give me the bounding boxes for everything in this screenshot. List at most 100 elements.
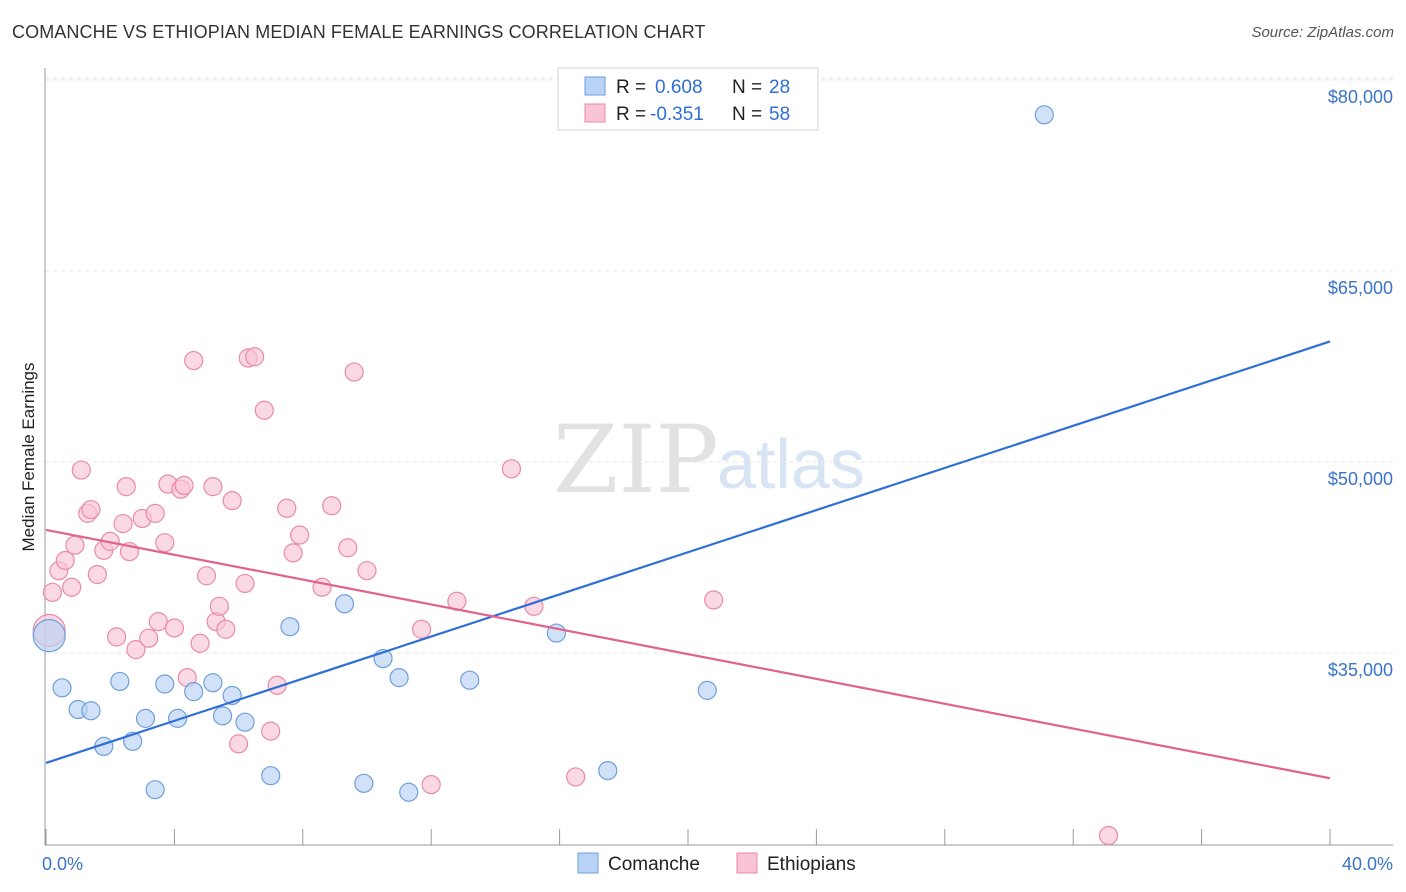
comanche-points: [32, 105, 1054, 802]
watermark: ZIP atlas: [553, 406, 865, 515]
x-axis-ticks: [45, 829, 1331, 845]
comanche-point: [235, 712, 255, 732]
ethiopians-point: [155, 533, 175, 553]
comanche-point: [135, 708, 156, 728]
legend-r-value-comanche: 0.608: [655, 77, 703, 98]
ethiopians-point: [174, 475, 194, 495]
y-axis-label: Median Female Earnings: [19, 363, 38, 552]
series-legend: Comanche Ethiopians: [577, 852, 856, 875]
comanche-point: [261, 766, 281, 786]
ethiopians-point: [261, 721, 281, 741]
legend-swatch-ethiopians: [584, 103, 606, 123]
comanche-point: [110, 671, 130, 692]
legend-r-label-comanche: R =: [616, 77, 646, 98]
bottom-legend-swatch-comanche: [577, 852, 599, 874]
ethiopians-point: [338, 538, 358, 558]
comanche-point: [598, 760, 618, 781]
ethiopians-point: [71, 460, 91, 480]
ethiopians-point: [126, 640, 146, 660]
ethiopians-point: [164, 618, 184, 638]
x-tick-label-min: 0.0%: [42, 854, 83, 874]
ethiopians-point: [289, 525, 310, 545]
ethiopians-point: [501, 459, 522, 479]
ethiopians-point: [357, 561, 377, 581]
comanche-point: [155, 674, 175, 694]
comanche-point: [203, 673, 223, 693]
ethiopians-point: [65, 535, 85, 555]
comanche-point: [1034, 105, 1054, 125]
y-tick-label: $50,000: [1328, 469, 1393, 489]
ethiopians-point: [222, 491, 242, 511]
source-label: Source: ZipAtlas.com: [1251, 24, 1394, 41]
ethiopians-point: [55, 550, 75, 571]
ethiopians-point: [704, 590, 724, 610]
comanche-point: [697, 680, 717, 700]
trend-lines: [45, 340, 1331, 780]
bottom-legend-swatch-ethiopians: [736, 852, 758, 874]
ethiopians-point: [1098, 825, 1119, 846]
ethiopians-point: [184, 350, 204, 371]
ethiopians-point: [42, 582, 63, 602]
ethiopians-point: [245, 347, 265, 367]
comanche-point: [184, 682, 204, 702]
ethiopians-point: [283, 543, 303, 563]
legend-swatch-comanche: [584, 76, 606, 96]
comanche-point: [32, 619, 66, 653]
ethiopians-point: [566, 767, 586, 787]
ethiopians-point: [203, 477, 223, 497]
ethiopians-point: [196, 566, 217, 586]
comanche-point: [354, 773, 374, 793]
ethiopians-trend-line: [45, 528, 1331, 780]
ethiopians-point: [148, 612, 168, 632]
ethiopians-point: [87, 564, 107, 585]
watermark-atlas: atlas: [717, 425, 865, 503]
ethiopians-point: [312, 577, 332, 597]
legend-n-label-ethiopians: N =: [732, 104, 762, 125]
x-tick-label-max: 40.0%: [1342, 854, 1393, 874]
ethiopians-point: [113, 513, 133, 534]
y-tick-label: $65,000: [1328, 278, 1393, 298]
comanche-point: [460, 670, 480, 690]
y-tick-label: $80,000: [1328, 87, 1393, 107]
comanche-point: [399, 782, 419, 802]
comanche-trend-line: [45, 340, 1331, 764]
ethiopians-point: [116, 477, 136, 497]
ethiopians-point: [81, 499, 101, 520]
comanche-point: [81, 701, 101, 721]
ethiopians-point: [322, 496, 342, 516]
legend-n-value-comanche: 28: [769, 77, 790, 98]
ethiopians-point: [190, 633, 210, 653]
ethiopians-point: [62, 577, 82, 597]
comanche-point: [389, 668, 409, 688]
ethiopians-point: [216, 619, 236, 639]
ethiopians-point: [145, 503, 165, 523]
ethiopians-point: [411, 619, 432, 639]
ethiopians-point: [107, 627, 127, 647]
ethiopians-point: [277, 498, 297, 518]
comanche-point: [334, 594, 355, 614]
ethiopians-point: [254, 400, 274, 420]
ethiopians-point: [229, 734, 249, 754]
ethiopians-point: [139, 628, 159, 648]
ethiopians-point: [209, 596, 229, 616]
watermark-zip: ZIP: [553, 406, 719, 515]
y-tick-label: $35,000: [1328, 660, 1393, 680]
bottom-legend-label-comanche: Comanche: [608, 854, 700, 875]
chart-title: COMANCHE VS ETHIOPIAN MEDIAN FEMALE EARN…: [12, 22, 706, 42]
legend-r-label-ethiopians: R =: [616, 104, 646, 125]
comanche-point: [168, 708, 188, 728]
comanche-point: [52, 678, 72, 698]
ethiopians-point: [344, 362, 364, 382]
ethiopians-point: [235, 573, 255, 594]
legend-n-value-ethiopians: 58: [769, 104, 790, 125]
legend-r-value-ethiopians: -0.351: [650, 104, 704, 125]
comanche-point: [280, 617, 300, 637]
bottom-legend-label-ethiopians: Ethiopians: [767, 854, 856, 875]
comanche-point: [212, 706, 233, 726]
correlation-legend: R = 0.608 N = 28 R = -0.351 N = 58: [557, 67, 819, 131]
ethiopians-point: [421, 774, 441, 795]
comanche-point: [145, 780, 165, 800]
legend-n-label-comanche: N =: [732, 77, 762, 98]
y-axis-tick-labels: $35,000 $50,000 $65,000 $80,000: [1328, 87, 1393, 680]
